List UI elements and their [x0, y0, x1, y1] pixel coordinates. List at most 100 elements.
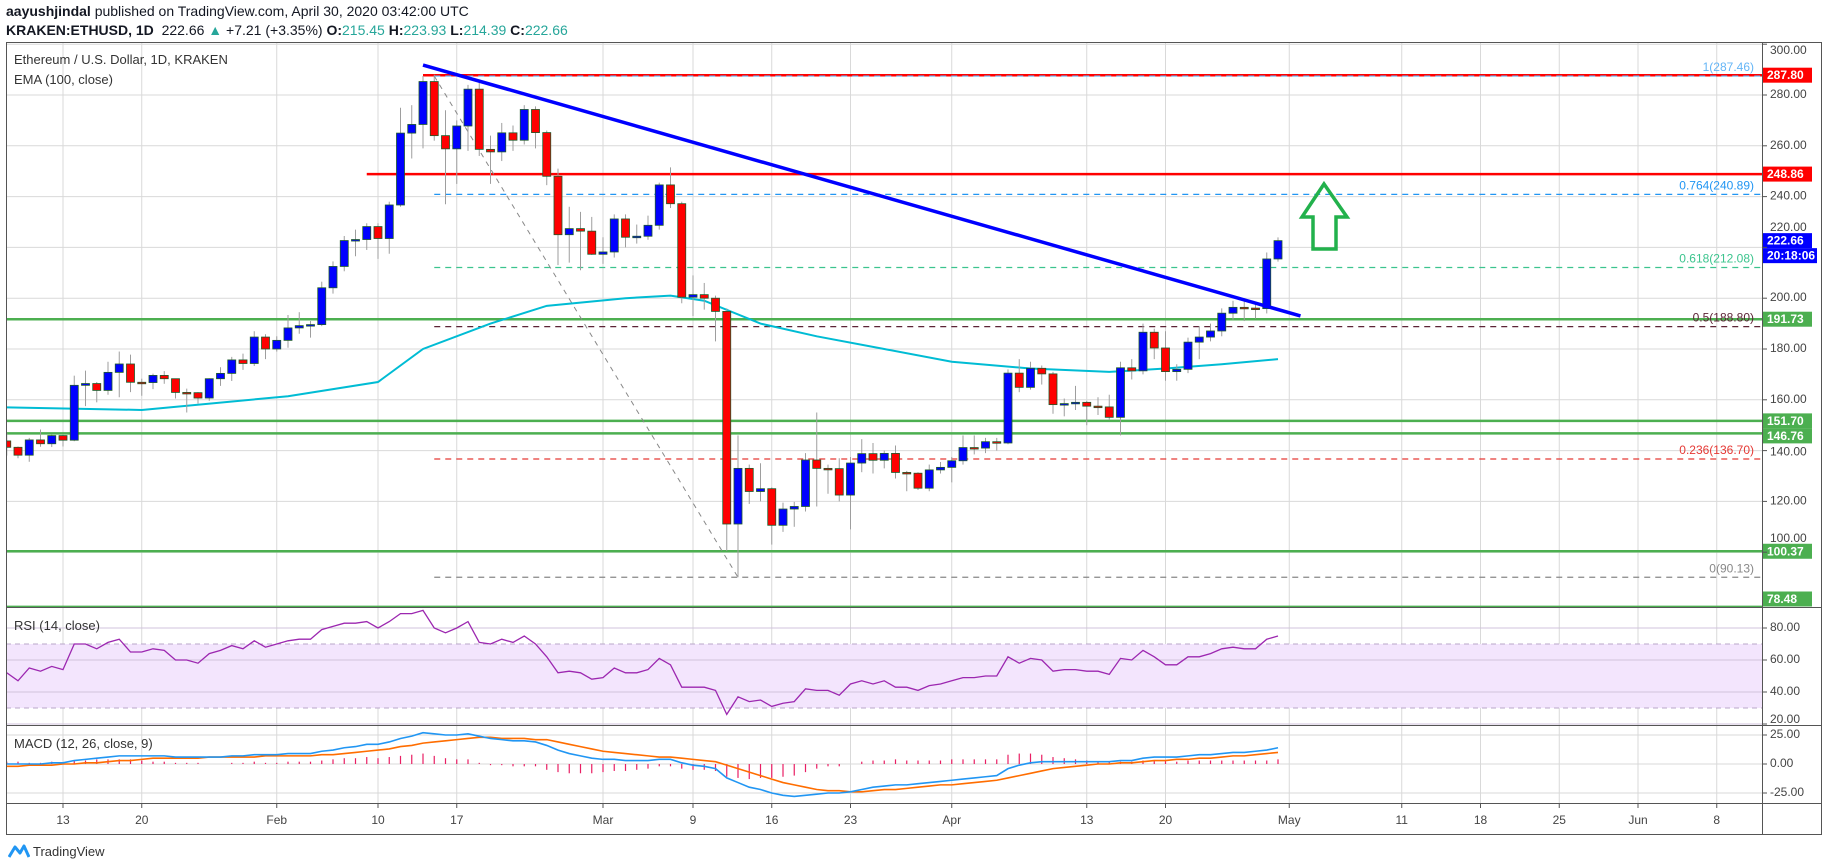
- candle-body: [193, 392, 203, 399]
- level-badge-bg: [1763, 591, 1812, 607]
- candle-body: [1149, 331, 1159, 349]
- candle-body: [159, 375, 169, 380]
- candle-body: [531, 109, 540, 133]
- last-price: 222.66: [161, 22, 205, 38]
- candle: [1194, 326, 1204, 360]
- publish-info: aayushjindal published on TradingView.co…: [6, 3, 469, 19]
- candle-body: [542, 132, 552, 177]
- candle-body: [1239, 306, 1249, 310]
- candle-body: [7, 440, 12, 448]
- candle-body: [711, 297, 720, 312]
- candle: [182, 388, 192, 413]
- candle-body: [1262, 258, 1272, 310]
- candle: [1217, 308, 1227, 337]
- candle-body: [1251, 307, 1260, 311]
- candle: [1048, 371, 1058, 414]
- candle-body: [384, 204, 394, 239]
- gridlines: [6, 42, 1762, 803]
- candle-body: [621, 218, 630, 238]
- fib-level-label: 1(287.46): [1703, 60, 1754, 74]
- candle: [216, 367, 225, 386]
- candle: [1104, 394, 1114, 421]
- candle-body: [891, 452, 900, 473]
- candle-body: [1071, 401, 1080, 405]
- candle-body: [81, 383, 90, 386]
- candle: [632, 224, 642, 244]
- candle-body: [519, 109, 529, 141]
- time-tick-label: 20: [1159, 813, 1173, 827]
- price-tick-label: 120.00: [1770, 493, 1807, 507]
- time-tick-label: 9: [690, 813, 697, 827]
- candle: [587, 216, 597, 256]
- candle: [137, 378, 147, 396]
- candle: [666, 167, 675, 209]
- candle-body: [801, 459, 810, 507]
- candle-body: [429, 81, 439, 137]
- rsi-tick-label: 20.00: [1770, 712, 1800, 726]
- fib-level-label: 0.5(188.80): [1693, 311, 1754, 325]
- candle: [1239, 298, 1249, 322]
- candle: [801, 453, 810, 512]
- last-price-badge-bg: [1763, 233, 1812, 249]
- candle-body: [1273, 240, 1283, 260]
- candle-body: [216, 372, 225, 380]
- last-price-badge: 222.66: [1767, 234, 1804, 248]
- candle-body: [69, 384, 79, 441]
- candle: [958, 435, 968, 465]
- candle-body: [924, 469, 934, 489]
- author-name[interactable]: aayushjindal: [6, 3, 91, 19]
- tradingview-logo[interactable]: TradingView: [8, 843, 105, 859]
- candle-body: [789, 506, 799, 510]
- candle: [36, 429, 45, 447]
- candle-body: [238, 359, 248, 364]
- candle-body: [688, 294, 698, 298]
- up-triangle-icon: ▲: [208, 22, 223, 38]
- macd-legend: MACD (12, 26, close, 9): [14, 736, 153, 751]
- candle-body: [452, 125, 462, 150]
- candle-body: [643, 224, 653, 237]
- candle: [1014, 359, 1024, 393]
- candle-body: [902, 472, 912, 475]
- tradingview-brand-text: TradingView: [33, 843, 105, 859]
- publish-text: published on TradingView.com, April 30, …: [94, 3, 469, 19]
- time-tick-label: 17: [450, 813, 464, 827]
- symbol-info: KRAKEN:ETHUSD, 1D 222.66 ▲ +7.21 (+3.35%…: [6, 22, 568, 38]
- candle-body: [24, 439, 34, 456]
- candle: [598, 237, 608, 264]
- level-badge-bg: [1763, 67, 1812, 83]
- candle: [283, 314, 293, 348]
- candle: [711, 295, 720, 342]
- candle-body: [463, 88, 473, 127]
- candle: [47, 434, 57, 448]
- rsi-tick-label: 80.00: [1770, 620, 1800, 634]
- candle-body: [306, 324, 315, 327]
- candle-body: [497, 132, 507, 153]
- price-tick-label: 180.00: [1770, 341, 1807, 355]
- candle-body: [677, 203, 687, 298]
- price-tick-label: 200.00: [1770, 290, 1807, 304]
- price-tick-label: 260.00: [1770, 138, 1807, 152]
- candle-body: [632, 235, 642, 239]
- time-tick-label: 23: [844, 813, 858, 827]
- candle-body: [812, 459, 822, 469]
- fib-labels: 1(287.46) 0.764(240.89) 0.618(212.08) 0.5(1…: [1679, 60, 1754, 575]
- candle-body: [857, 453, 867, 464]
- candle: [654, 182, 664, 230]
- candle: [407, 105, 417, 159]
- candle: [486, 135, 495, 184]
- candle-body: [508, 132, 518, 141]
- chart-title: Ethereum / U.S. Dollar, 1D, KRAKEN: [14, 52, 228, 67]
- candle-body: [227, 359, 237, 374]
- candle: [474, 81, 484, 156]
- candle: [1172, 364, 1182, 381]
- candle: [362, 223, 372, 250]
- candle-body: [654, 184, 664, 226]
- candle: [688, 275, 698, 316]
- candle-body: [823, 467, 833, 471]
- candle: [463, 84, 473, 151]
- candle-body: [418, 81, 428, 125]
- candle-body: [778, 508, 788, 526]
- candle: [429, 74, 439, 141]
- candle: [1116, 361, 1125, 436]
